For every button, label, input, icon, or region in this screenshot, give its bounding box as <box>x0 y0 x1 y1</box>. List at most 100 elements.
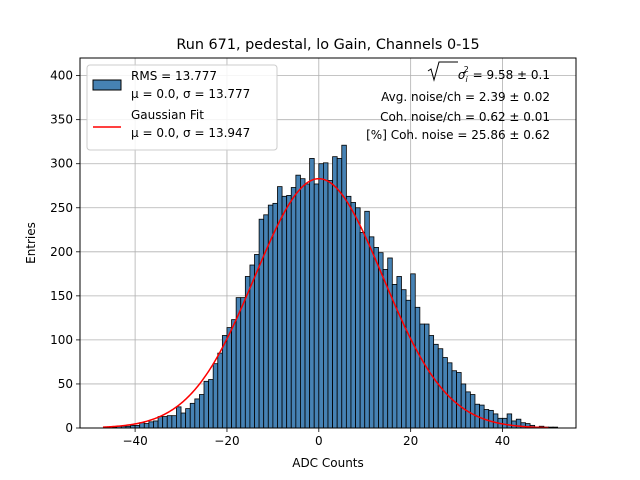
histogram-bar <box>382 269 389 429</box>
y-tick-label: 400 <box>50 69 73 83</box>
histogram-bar <box>428 335 435 429</box>
histogram-bar <box>203 380 209 429</box>
histogram-bar <box>373 247 379 429</box>
histogram-bar <box>231 319 237 429</box>
histogram-bar <box>221 335 228 429</box>
annotation-coh-noise-percent: [%] Coh. noise = 25.86 ± 0.62 <box>366 128 550 142</box>
histogram-bar <box>240 297 246 429</box>
histogram-bar <box>401 289 407 429</box>
x-axis-ticks: −40 −20 0 20 40 <box>122 428 510 448</box>
plot-frame <box>79 57 577 429</box>
histogram-bar <box>180 412 187 429</box>
histogram-bar <box>185 408 191 429</box>
histogram-bar <box>405 299 412 429</box>
x-tick-label: −20 <box>214 434 239 448</box>
histogram-bar <box>309 158 315 429</box>
histogram-bar <box>414 306 421 429</box>
histogram-bar <box>212 363 219 429</box>
histogram-bar <box>272 202 278 429</box>
histogram-bar <box>143 423 150 429</box>
histogram-bar <box>345 195 352 429</box>
histogram-bar <box>502 417 508 429</box>
legend-label-histogram: RMS = 13.777 <box>131 69 217 83</box>
annotation-avg-noise: Avg. noise/ch = 2.39 ± 0.02 <box>381 90 550 104</box>
histogram-bar <box>300 178 306 429</box>
annotation-coh-noise: Coh. noise/ch = 0.62 ± 0.01 <box>380 110 550 124</box>
histogram-bar <box>318 163 324 429</box>
histogram-bar <box>387 257 393 429</box>
histogram-bar <box>327 180 333 429</box>
chart-title: Run 671, pedestal, lo Gain, Channels 0-1… <box>176 37 479 53</box>
histogram-bar <box>249 264 255 429</box>
legend-label-fit-stats: μ = 0.0, σ = 13.947 <box>131 126 250 140</box>
noise-annotations: σi2 = 9.58 ± 0.1 Avg. noise/ch = 2.39 ± … <box>366 61 550 142</box>
histogram-bar <box>189 402 196 429</box>
histogram-bar <box>290 187 297 429</box>
x-tick-label: 0 <box>315 434 323 448</box>
histogram-bar <box>162 416 168 429</box>
histogram-bar <box>153 420 159 429</box>
x-tick-label: −40 <box>122 434 147 448</box>
y-tick-label: 0 <box>65 421 73 435</box>
histogram-bar <box>492 413 499 429</box>
histogram-bar <box>313 183 320 429</box>
histogram-bar <box>244 276 251 429</box>
legend-label-fit: Gaussian Fit <box>131 108 204 122</box>
histogram-bar <box>424 323 430 429</box>
histogram-bar <box>341 144 347 429</box>
y-tick-label: 250 <box>50 201 73 215</box>
annotation-sigma: σi2 = 9.58 ± 0.1 <box>427 61 550 84</box>
histogram-bar <box>148 421 154 429</box>
y-tick-label: 200 <box>50 245 73 259</box>
y-axis-ticks: 0 50 100 150 200 250 300 350 400 <box>50 69 80 435</box>
y-tick-label: 150 <box>50 289 73 303</box>
histogram-bar <box>295 174 301 429</box>
histogram-bar <box>419 323 425 429</box>
histogram-bar <box>171 415 177 429</box>
y-axis-label: Entries <box>24 222 38 264</box>
annotation-sigma-text: σi2 = 9.58 ± 0.1 <box>458 65 550 84</box>
radical-sign <box>427 61 458 82</box>
histogram-bar <box>217 352 223 429</box>
histogram-bar <box>194 398 200 429</box>
histogram-bar <box>281 195 288 429</box>
histogram-bar <box>460 383 467 429</box>
histogram-bar <box>433 343 439 429</box>
histogram-bar <box>286 195 292 429</box>
y-tick-label: 50 <box>58 377 73 391</box>
histogram-bar <box>378 252 384 429</box>
histogram-bar <box>258 218 265 429</box>
histogram-bar <box>166 415 173 429</box>
histogram-bar <box>511 420 517 429</box>
histogram-bar <box>157 416 164 429</box>
legend: RMS = 13.777 μ = 0.0, σ = 13.777 Gaussia… <box>86 64 278 151</box>
histogram-bar <box>355 207 361 429</box>
histogram-bar <box>336 158 343 429</box>
histogram-bar <box>359 232 366 429</box>
histogram-bar <box>350 202 356 429</box>
legend-box <box>86 64 278 151</box>
histogram-bar <box>368 236 375 429</box>
histogram-bar <box>254 254 260 429</box>
y-tick-label: 100 <box>50 333 73 347</box>
x-tick-label: 20 <box>403 434 418 448</box>
histogram-bar <box>226 327 232 429</box>
x-tick-label: 40 <box>495 434 510 448</box>
histogram-bars <box>111 144 559 429</box>
histogram-bar <box>199 394 205 429</box>
histogram-bar <box>456 372 462 429</box>
fit-curve <box>102 177 549 429</box>
histogram-bar <box>332 156 338 429</box>
legend-label-histogram-stats: μ = 0.0, σ = 13.777 <box>131 87 250 101</box>
histogram-bar <box>304 183 311 429</box>
histogram-bar <box>396 276 402 429</box>
histogram-bar <box>469 394 476 429</box>
histogram-bar <box>208 379 214 429</box>
x-axis-label: ADC Counts <box>292 456 364 470</box>
histogram-bar <box>323 162 329 429</box>
y-tick-label: 350 <box>50 113 73 127</box>
legend-swatch-histogram <box>92 79 122 91</box>
gaussian-fit <box>102 177 549 429</box>
histogram-bar <box>410 273 416 429</box>
